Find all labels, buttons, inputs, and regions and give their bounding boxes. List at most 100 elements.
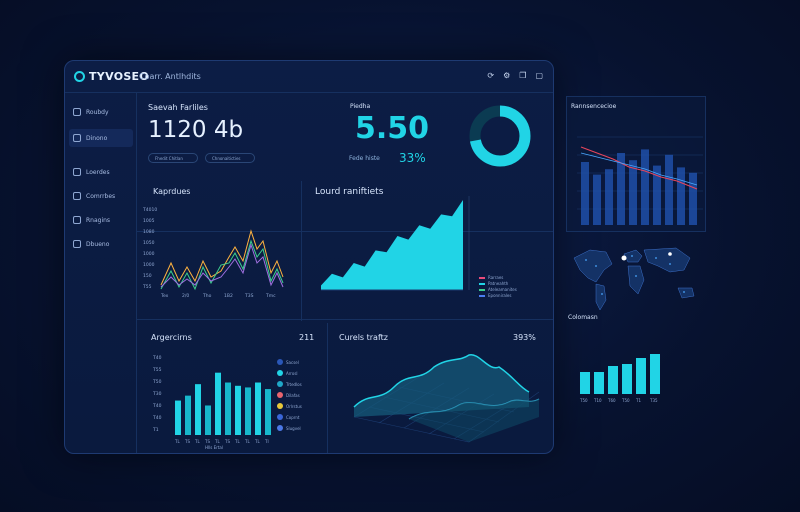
area-fill [321,200,463,290]
trend-line [580,146,698,190]
list-icon [73,168,81,176]
bar [245,387,251,435]
sidebar: Roubdy Dinono Loerdes Comrrbes Rnagins D… [65,93,137,453]
bar [225,382,231,435]
area-legend: Rarraes Patneahth Ateleamanites Eponnirales [479,275,539,305]
legend-swatch [277,403,283,409]
bar [581,162,589,225]
y-tick-label: 1050 [143,240,155,246]
bar [593,174,601,225]
legend-swatch [479,294,485,297]
legend-item: Sacsel [277,359,299,365]
logo-icon [74,71,85,82]
legend-item: Slugvel [277,425,301,431]
x-tick-label: Tex [160,293,169,299]
home-icon [73,108,81,116]
legend-item: Ateleamanites [479,287,517,292]
x-tick-label: 1B2 [224,293,233,299]
divider [137,231,553,232]
bar-legend: Sacsel Arrosl Trtedlos Dilafas Orlrstus Coprn… [277,359,327,439]
line-chart-title: Kaprdues [153,187,191,196]
y-tick-label: 1000 [143,251,155,257]
kpi-percent: 33% [399,151,426,165]
sidebar-item-label: Loerdes [86,168,110,176]
bar [580,372,590,394]
image-icon [73,216,81,224]
x-tick-label: Tmc [265,293,276,299]
filter-pill[interactable]: Chnonaiticties [205,153,255,163]
y-tick-label: 1005 [143,218,155,224]
bar [677,167,685,225]
map-marker[interactable] [668,252,672,256]
right-bar-panel: Rannsencecioe [566,96,706,232]
bar [205,405,211,435]
titlebar-actions: ⟳ ⚙ ❐ ▢ [487,71,543,80]
x-tick-label: TI [264,439,269,444]
legend-swatch [277,381,283,387]
bar [605,169,613,225]
x-tick-label: T1 [635,398,641,403]
legend-label: Rarraes [488,275,504,280]
sidebar-item-label: Comrrbes [86,192,116,200]
window-icon[interactable]: ▢ [535,71,543,80]
y-tick-label: T40 [153,415,162,421]
x-axis-caption: Hlls Ertal [205,445,223,449]
settings-icon[interactable]: ⚙ [503,71,511,80]
bar-chart-count: 211 [299,333,315,342]
legend-item: Patneahth [479,281,508,286]
sidebar-item-dinono[interactable]: Dinono [69,129,133,147]
x-tick-label: TS [224,439,230,444]
app-logo[interactable]: TYVOSEO [74,70,149,83]
divider [137,319,553,320]
bar [195,384,201,435]
donut-segment [469,105,531,167]
bar [185,395,191,435]
legend-item: Coprnt [277,414,299,420]
bar [617,153,625,225]
sidebar-item-comrrbes[interactable]: Comrrbes [69,187,133,205]
x-tick-label: TL [174,439,180,444]
map-marker[interactable] [621,255,627,261]
refresh-icon[interactable]: ⟳ [487,71,495,80]
legend-label: Eponnirales [488,293,512,298]
kpi-value: 5.50 [355,111,430,146]
copy-icon[interactable]: ❐ [519,71,527,80]
legend-label: Trtedlos [286,381,302,387]
surface-area [409,399,539,442]
donut-chart [469,105,531,167]
legend-item: Dilafas [277,392,300,398]
y-tick-label: 1080 [143,229,155,235]
line-series [160,239,284,291]
legend-item: Eponnirales [479,293,511,298]
sidebar-item-rnagins[interactable]: Rnagins [69,211,133,229]
bar [175,400,181,435]
x-tick-label: TS [184,439,190,444]
legend-item: Rarraes [479,275,503,280]
world-map-panel: Colomasn [566,236,706,321]
surface-chart-title: Curels traftz [339,333,388,342]
y-tick-label: T50 [153,379,162,385]
bar [650,354,660,394]
sidebar-item-roubdy[interactable]: Roubdy [69,103,133,121]
bar-chart-title: Argercirns [151,333,192,342]
surface-line [353,354,530,408]
surface-area [354,354,529,417]
y-tick-label: T55 [143,284,152,290]
legend-label: Arrosl [286,370,298,376]
app-subtitle: Coarr. Antlhdits [139,72,201,81]
x-tick-label: T10 [593,398,602,403]
surface-chart-percent: 393% [513,333,536,342]
divider [301,181,302,321]
line-chart: T4010 1005 1080 1050 1000 1000 150 T55 Tex 2/0 Tho… [143,207,284,299]
legend-swatch [277,359,283,365]
sidebar-item-loerdes[interactable]: Loerdes [69,163,133,181]
legend-label: Orlrstus [286,403,302,409]
sidebar-item-dbueno[interactable]: Dbueno [69,235,133,253]
filter-pill[interactable]: Fhedit Chitlan [148,153,198,163]
legend-label: Ateleamanites [488,287,517,292]
bar [235,385,241,435]
legend-item: Arrosl [277,370,298,376]
bar [653,165,661,225]
dashboard-window: TYVOSEO Coarr. Antlhdits ⟳ ⚙ ❐ ▢ Roubdy … [64,60,554,454]
x-tick-label: T60 [607,398,616,403]
